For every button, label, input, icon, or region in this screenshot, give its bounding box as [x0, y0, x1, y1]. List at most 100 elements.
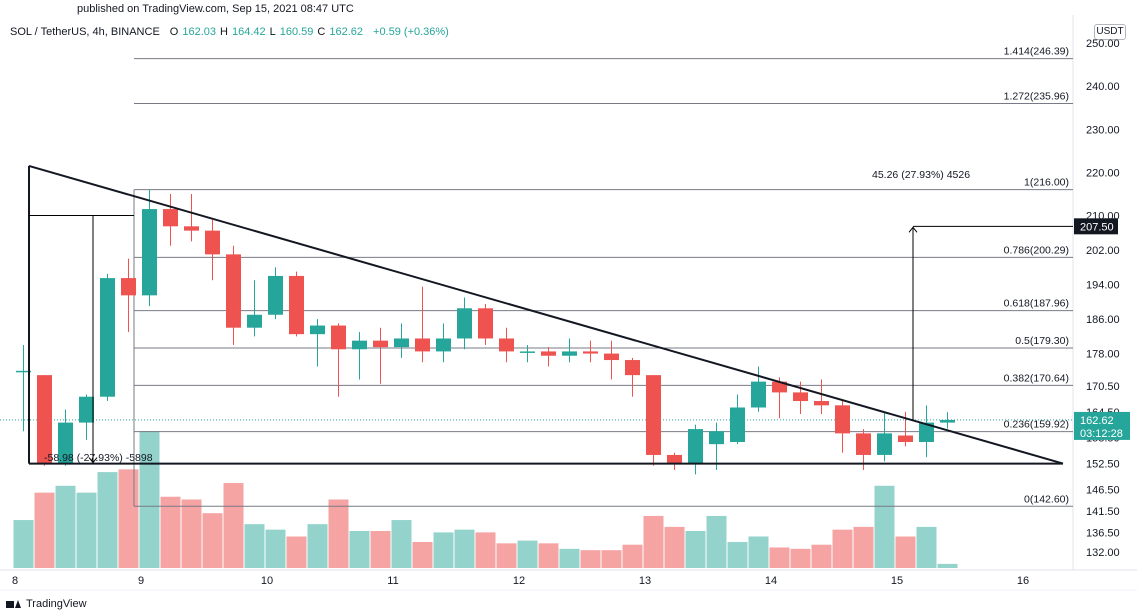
time-tick-label: 8: [12, 575, 18, 587]
candle-body: [772, 381, 787, 393]
price-tick-label: 152.50: [1086, 459, 1120, 471]
candle-body: [100, 278, 115, 397]
volume-bar: [937, 563, 958, 568]
low-value: 160.59: [279, 26, 314, 38]
candle-body: [436, 338, 451, 352]
candle-body: [709, 431, 724, 445]
price-tick-label: 240.00: [1086, 81, 1120, 93]
right-measure-label: 45.26 (27.93%) 4526: [872, 169, 970, 181]
volume-bar: [811, 544, 832, 568]
volume-bar: [265, 529, 286, 568]
fib-level-label: 1(216.00): [1024, 177, 1069, 189]
volume-bar: [916, 526, 937, 568]
fib-level-label: 0.786(200.29): [1004, 244, 1069, 256]
volume-bar: [727, 541, 748, 568]
time-tick-label: 13: [639, 575, 651, 587]
price-tick-label: 186.00: [1086, 314, 1120, 326]
volume-bar: [307, 524, 328, 568]
candle-body: [247, 314, 262, 328]
candle-body: [898, 435, 913, 443]
candle-body: [562, 351, 577, 356]
price-tick-label: 250.00: [1086, 38, 1120, 50]
volume-bar: [475, 532, 496, 568]
volume-bar: [790, 548, 811, 568]
candle-body: [604, 353, 619, 361]
candle-body: [163, 209, 178, 227]
symbol-title[interactable]: SOL / TetherUS, 4h, BINANCE: [10, 26, 160, 38]
volume-bar: [97, 472, 118, 568]
price-tick-label: 194.00: [1086, 280, 1120, 292]
volume-bar: [286, 536, 307, 568]
fib-level-label: 0.618(187.96): [1004, 298, 1069, 310]
volume-bar: [832, 529, 853, 568]
price-tick-label: 202.00: [1086, 245, 1120, 257]
volume-bar: [769, 547, 790, 568]
last-price-badge: [1074, 411, 1130, 440]
volume-bar: [202, 513, 223, 568]
candle-body: [415, 338, 430, 352]
volume-bar: [412, 541, 433, 568]
candle-body: [583, 351, 598, 354]
volume-bar: [391, 520, 412, 568]
candle-body: [646, 375, 661, 455]
fib-level-label: 0.236(159.92): [1004, 419, 1069, 431]
time-tick-label: 16: [1017, 575, 1029, 587]
candle-body: [814, 401, 829, 406]
candle-body: [856, 433, 871, 455]
fib-level-label: 0.5(179.30): [1015, 335, 1069, 347]
change-value: +0.59 (+0.36%): [373, 26, 449, 38]
volume-bar: [601, 550, 622, 568]
target-price-text: 207.50: [1080, 221, 1114, 233]
price-tick-label: 170.50: [1086, 381, 1120, 393]
candle-body: [478, 308, 493, 339]
candle-body: [58, 422, 73, 464]
volume-bar: [496, 543, 517, 568]
volume-bar: [223, 483, 244, 568]
candle-body: [16, 370, 31, 373]
candle-body: [520, 351, 535, 353]
candle-body: [268, 275, 283, 315]
candle-body: [457, 308, 472, 339]
close-label: C: [317, 26, 326, 38]
tradingview-logo-icon: [6, 599, 22, 609]
time-tick-label: 10: [261, 575, 273, 587]
time-tick-label: 11: [387, 575, 398, 587]
open-value: 162.03: [182, 26, 217, 38]
footer-brand: TradingView: [26, 598, 87, 610]
candle-body: [37, 375, 52, 464]
volume-bar: [433, 532, 454, 568]
high-label: H: [220, 26, 228, 38]
volume-bar: [76, 492, 97, 568]
volume-bar: [580, 550, 601, 568]
time-tick-label: 15: [891, 575, 903, 587]
open-label: O: [169, 26, 179, 38]
candle-body: [499, 338, 514, 352]
time-tick-label: 9: [138, 575, 144, 587]
volume-bar: [706, 515, 727, 568]
close-value: 162.62: [329, 26, 364, 38]
symbol-header: SOL / TetherUS, 4h, BINANCE O 162.03 H 164…: [10, 26, 449, 38]
volume-bar: [559, 548, 580, 568]
low-label: L: [269, 26, 276, 38]
volume-bar: [13, 520, 34, 568]
price-tick-label: 146.50: [1086, 484, 1120, 496]
candle-body: [394, 338, 409, 348]
last-price-text: 162.62: [1080, 415, 1114, 427]
candle-body: [877, 433, 892, 455]
volume-bar: [685, 531, 706, 568]
volume-bar: [643, 515, 664, 568]
price-tick-label: 132.00: [1086, 547, 1120, 559]
time-tick-label: 12: [513, 575, 525, 587]
currency-badge[interactable]: USDT: [1094, 24, 1126, 40]
candle-body: [919, 422, 934, 443]
bar-countdown-text: 03:12:28: [1080, 428, 1123, 440]
candle-body: [226, 254, 241, 328]
candle-body: [289, 275, 304, 335]
tradingview-footer: TradingView: [6, 598, 87, 610]
volume-bar: [370, 531, 391, 568]
candle-body: [352, 340, 367, 350]
candle-body: [730, 407, 745, 443]
candle-body: [688, 429, 703, 464]
volume-bar: [34, 492, 55, 568]
